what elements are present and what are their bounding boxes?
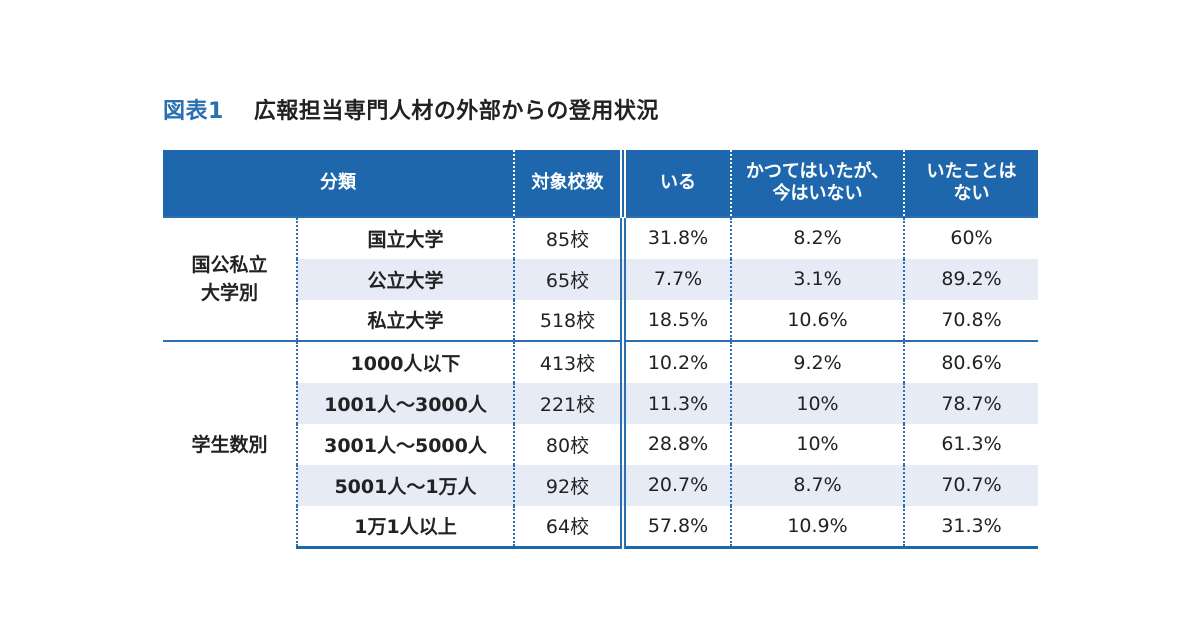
cell-past: 10.9% xyxy=(730,505,904,550)
cell-schools: 518校 xyxy=(513,299,623,342)
row-category: 5001人～1万人 xyxy=(297,464,514,506)
cell-never: 60% xyxy=(903,216,1038,259)
figure-label: 図表1 xyxy=(163,99,224,124)
table-row: 私立大学 518校 18.5% 10.6% 70.8% xyxy=(163,299,1038,342)
cell-schools: 221校 xyxy=(513,383,623,424)
row-category: 公立大学 xyxy=(297,258,514,300)
cell-schools: 85校 xyxy=(513,216,623,259)
cell-current: 10.2% xyxy=(620,340,731,384)
row-category: 私立大学 xyxy=(367,310,444,333)
cell-past: 9.2% xyxy=(730,340,904,384)
table-row: 1万1人以上 64校 57.8% 10.9% 31.3% xyxy=(163,505,1038,550)
table-row: 5001人～1万人 92校 20.7% 8.7% 70.7% xyxy=(163,464,1038,506)
header-schools: 対象校数 xyxy=(513,150,623,217)
cell-schools: 64校 xyxy=(513,505,623,550)
cell-never: 31.3% xyxy=(903,505,1038,550)
cell-current: 20.7% xyxy=(620,464,731,506)
figure-title-row: 図表1 広報担当専門人材の外部からの登用状況 xyxy=(163,92,659,126)
cell-current: 28.8% xyxy=(620,423,731,465)
table-header: 分類 対象校数 いる かつてはいたが、 今はいない いたことは ない xyxy=(163,150,1038,217)
row-category: 国立大学 xyxy=(297,216,514,259)
cell-past: 8.7% xyxy=(730,464,904,506)
header-past: かつてはいたが、 今はいない xyxy=(730,150,904,217)
cell-past: 10% xyxy=(730,423,904,465)
cell-current: 57.8% xyxy=(620,505,731,550)
cell-current: 7.7% xyxy=(620,258,731,300)
cell-never: 61.3% xyxy=(903,423,1038,465)
table-row: 1001人～3000人 221校 11.3% 10% 78.7% xyxy=(163,383,1038,424)
cell-past: 8.2% xyxy=(730,216,904,259)
figure-title: 広報担当専門人材の外部からの登用状況 xyxy=(253,99,659,124)
row-category: 1万1人以上 xyxy=(297,505,514,550)
cell-current: 11.3% xyxy=(620,383,731,424)
table-row: 国公私立 大学別 国立大学 85校 31.8% 8.2% 60% xyxy=(163,215,1038,342)
cell-never: 80.6% xyxy=(903,340,1038,384)
header-never: いたことは ない xyxy=(903,150,1038,217)
cell-schools: 92校 xyxy=(513,464,623,506)
recruitment-table: 分類 対象校数 いる かつてはいたが、 今はいない いたことは ない 国公私立 大学別… xyxy=(163,150,1038,550)
cell-past: 3.1% xyxy=(730,258,904,300)
cell-schools: 65校 xyxy=(513,258,623,300)
cell-never: 89.2% xyxy=(903,258,1038,300)
header-category: 分類 xyxy=(163,150,514,217)
cell-current: 18.5% xyxy=(620,299,731,342)
cell-schools: 413校 xyxy=(513,340,623,384)
row-category: 1001人～3000人 xyxy=(297,383,514,424)
table-row: 学生数別 1000人以下 413校 10.2% 9.2% 80.6% xyxy=(163,340,1038,548)
group-label: 学生数別 xyxy=(163,340,298,548)
cell-past: 10% xyxy=(730,383,904,424)
row-category: 1000人以下 xyxy=(297,340,514,384)
table-row: 3001人～5000人 80校 28.8% 10% 61.3% xyxy=(163,423,1038,465)
cell-past: 10.6% xyxy=(730,299,904,342)
table-body: 国公私立 大学別 国立大学 85校 31.8% 8.2% 60% 公立大学 65校 7.7% 3.1… xyxy=(163,215,1038,550)
cell-current: 31.8% xyxy=(620,216,731,259)
cell-never: 78.7% xyxy=(903,383,1038,424)
row-category: 3001人～5000人 xyxy=(324,434,487,457)
header-row: 分類 対象校数 いる かつてはいたが、 今はいない いたことは ない xyxy=(163,150,1038,217)
group-label: 国公私立 大学別 xyxy=(163,215,298,342)
cell-never: 70.7% xyxy=(903,464,1038,506)
table-row: 公立大学 65校 7.7% 3.1% 89.2% xyxy=(163,258,1038,300)
header-current: いる xyxy=(620,150,731,217)
cell-never: 70.8% xyxy=(903,299,1038,342)
cell-schools: 80校 xyxy=(513,423,623,465)
